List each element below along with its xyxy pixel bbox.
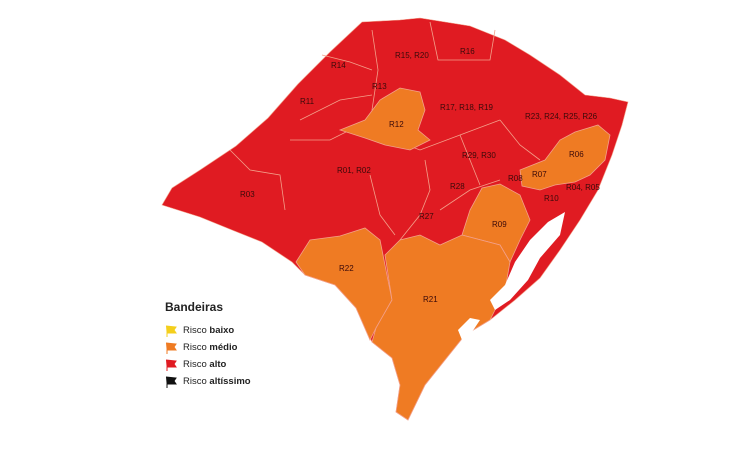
legend-label: Risco [183,342,207,353]
region-label: R17, R18, R19 [440,103,493,112]
region-label: R16 [460,47,475,56]
legend-title: Bandeiras [165,300,224,314]
region-label: R10 [544,194,559,203]
legend-level: médio [209,342,238,353]
flag-icon [165,376,177,388]
legend-item-alto: Risco alto [165,356,251,373]
flag-icon [165,342,177,354]
legend-level: alto [209,359,227,370]
legend-level: altíssimo [209,376,251,387]
region-label: R22 [339,264,354,273]
legend: Bandeiras Risco baixo Risco médio Risco … [165,300,251,390]
region-label: R04, R05 [566,183,600,192]
region-r06-r07 [519,124,611,191]
region-label: R06 [569,150,584,159]
region-label: R08 [508,174,523,183]
lagoon-south [458,318,480,340]
region-label: R13 [372,82,387,91]
region-r12 [338,87,431,151]
region-label: R09 [492,220,507,229]
region-label: R15, R20 [395,51,429,60]
legend-item-altissimo: Risco altíssimo [165,373,251,390]
region-borders [229,21,541,241]
region-label: R07 [532,170,547,179]
region-r22 [295,227,393,341]
region-labels: R15, R20 R16 R14 R13 R11 R12 R17, R18, R… [240,47,600,304]
flag-icon [165,325,177,337]
legend-label: Risco [183,376,207,387]
region-label: R01, R02 [337,166,371,175]
legend-level: baixo [209,325,235,336]
region-label: R29, R30 [462,151,496,160]
region-label: R23, R24, R25, R26 [525,112,598,121]
orange-regions [295,87,611,421]
legend-label: Risco [183,359,207,370]
region-r21 [371,234,511,421]
region-label: R11 [300,97,315,106]
region-label: R14 [331,61,346,70]
flag-icon [165,359,177,371]
region-label: R28 [450,182,465,191]
region-label: R27 [419,212,434,221]
legend-label: Risco [183,325,207,336]
region-label: R21 [423,295,438,304]
region-label: R03 [240,190,255,199]
region-label: R12 [389,120,404,129]
lagoon [490,212,565,310]
legend-item-medio: Risco médio [165,339,251,356]
legend-item-baixo: Risco baixo [165,322,251,339]
